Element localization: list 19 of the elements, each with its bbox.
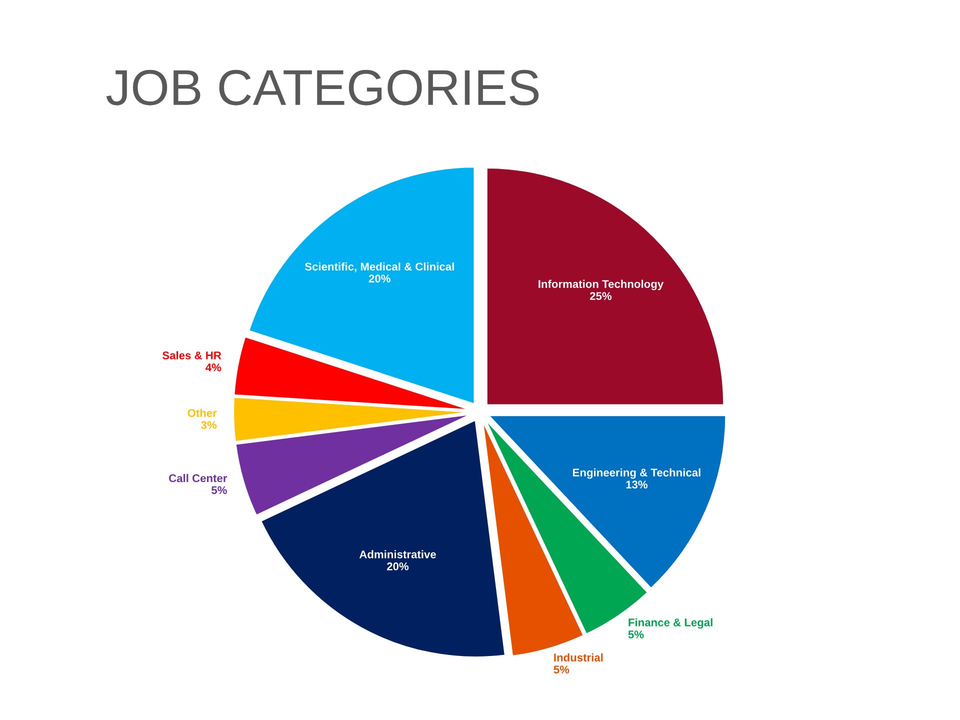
data-label: 3% [201, 421, 217, 429]
data-label: 5% [212, 486, 227, 494]
slice-label: Call Center [169, 474, 228, 482]
slice-label: Information Technology [538, 280, 664, 290]
slice-label: Industrial [554, 653, 603, 662]
chart-title: JOB CATEGORIES [106, 70, 539, 106]
slice-label: Engineering & Technical [573, 468, 700, 479]
data-label: 4% [206, 364, 222, 372]
slice-label: Other [188, 408, 217, 417]
data-label: 5% [628, 630, 644, 638]
data-label: 25% [590, 292, 612, 300]
slice-label: Scientific, Medical & Clinical [304, 262, 454, 272]
slice-label: Administrative [359, 550, 436, 558]
data-label: 13% [626, 480, 648, 489]
data-label: 5% [554, 666, 570, 674]
data-label: 20% [387, 562, 409, 570]
slice-label: Sales & HR [162, 351, 222, 360]
data-label: 20% [368, 274, 390, 283]
slice-label: Finance & Legal [628, 618, 712, 629]
